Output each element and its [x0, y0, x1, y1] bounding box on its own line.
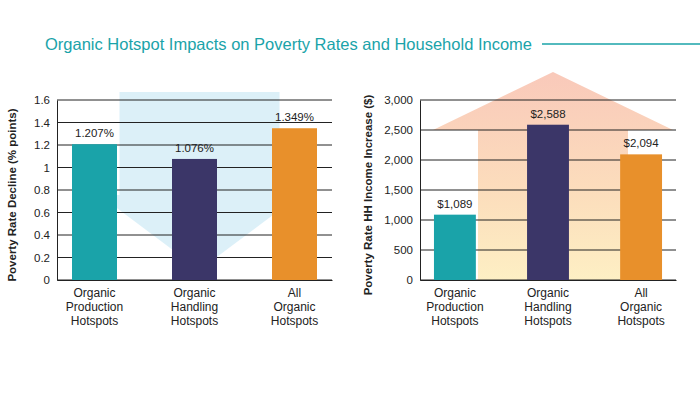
data-labels: 1.207% 1.076% 1.349%: [75, 111, 314, 154]
x-tick-label-line: Organic: [173, 286, 215, 300]
grid: [420, 100, 676, 280]
y-tick-label: 0.4: [34, 229, 51, 241]
y-tick: 1.6: [34, 94, 57, 106]
x-tick-label: OrganicHandlingHotspots: [524, 286, 571, 328]
data-label: 1.349%: [275, 111, 314, 123]
x-tick-label-line: Hotspots: [617, 314, 664, 328]
x-tick: OrganicProductionHotspots: [66, 280, 123, 328]
x-tick-label-line: Production: [426, 300, 483, 314]
y-tick: 0.4: [34, 229, 57, 241]
bar: [272, 128, 317, 280]
x-tick-label: OrganicProductionHotspots: [66, 286, 123, 328]
x-tick-label-line: Hotspots: [171, 314, 218, 328]
x-tick-label-line: Hotspots: [271, 314, 318, 328]
y-tick-label: 1,500: [384, 184, 413, 196]
x-tick-label-line: All: [288, 286, 301, 300]
y-tick-label: 500: [394, 244, 413, 256]
y-tick-label: 0.8: [34, 184, 50, 196]
x-tick-label-line: Organic: [273, 300, 315, 314]
x-tick-label-line: Handling: [524, 300, 571, 314]
y-tick-label: 1.4: [34, 117, 51, 129]
y-tick: 1,500: [384, 184, 420, 196]
x-tick-label-line: Organic: [527, 286, 569, 300]
x-tick-label-line: Hotspots: [431, 314, 478, 328]
bar: [620, 154, 662, 280]
bar: [172, 159, 217, 280]
y-tick: 2,500: [384, 124, 420, 136]
x-axis: OrganicProductionHotspotsOrganicHandling…: [58, 280, 333, 328]
x-tick-label-line: Hotspots: [71, 314, 118, 328]
x-tick-label-line: Organic: [434, 286, 476, 300]
x-tick-label: OrganicHandlingHotspots: [171, 286, 218, 328]
x-tick: OrganicHandlingHotspots: [524, 280, 571, 328]
data-label: 1.076%: [175, 142, 214, 154]
chart-0: 00.20.40.60.811.21.41.6OrganicProduction…: [6, 92, 333, 328]
y-tick-label: 3,000: [384, 94, 413, 106]
grid: [57, 100, 332, 280]
bar: [527, 125, 569, 280]
y-tick-label: 1,000: [384, 214, 413, 226]
x-tick-label: AllOrganicHotspots: [271, 286, 318, 328]
data-label: $2,094: [623, 137, 659, 149]
y-tick: 3,000: [384, 94, 420, 106]
y-tick-label: 1.2: [34, 139, 50, 151]
bar: [72, 144, 117, 280]
y-tick-label: 2,500: [384, 124, 413, 136]
x-tick-label-line: Hotspots: [524, 314, 571, 328]
title-rule: [542, 43, 700, 45]
y-tick-label: 1: [44, 162, 50, 174]
x-axis-line: [421, 280, 677, 281]
bars: [434, 125, 662, 280]
y-tick: 0: [44, 274, 57, 286]
title: Organic Hotspot Impacts on Poverty Rates…: [45, 35, 532, 53]
y-axis: 0 0.2 0.4 0.6 0.8 1 1.2 1.4 1.6: [34, 94, 58, 286]
x-tick-label-line: Organic: [620, 300, 662, 314]
data-label: 1.207%: [75, 127, 114, 139]
y-tick-label: 1.6: [34, 94, 50, 106]
x-tick-label-line: All: [634, 286, 647, 300]
y-tick: 1,000: [384, 214, 420, 226]
y-tick: 1: [44, 162, 57, 174]
x-tick-label-line: Production: [66, 300, 123, 314]
y-tick: 0.2: [34, 252, 57, 264]
y-tick: 0.6: [34, 207, 57, 219]
data-label: $1,089: [437, 198, 472, 210]
y-tick-label: 0: [44, 274, 50, 286]
x-axis-line: [58, 280, 333, 281]
y-tick-label: 0: [407, 274, 413, 286]
x-tick-label-line: Handling: [171, 300, 218, 314]
data-labels: $1,089 $2,588 $2,094: [437, 108, 659, 210]
chart-1: 05001,0001,5002,0002,5003,000OrganicProd…: [362, 72, 677, 328]
y-axis-line: [420, 101, 421, 281]
y-axis-title: Poverty Rate HH Income Increase ($): [362, 94, 374, 295]
y-axis-title: Poverty Rate Decline (% points): [6, 108, 18, 281]
data-label: $2,588: [530, 108, 565, 120]
x-tick-label: AllOrganicHotspots: [617, 286, 664, 328]
y-tick: 2,000: [384, 154, 420, 166]
x-tick-label: OrganicProductionHotspots: [426, 286, 483, 328]
bar: [434, 215, 476, 280]
grid-line: [57, 100, 332, 101]
bars: [72, 128, 317, 280]
y-tick: 500: [394, 244, 420, 256]
y-tick: 0: [407, 274, 420, 286]
decoration-arrow: [433, 72, 673, 280]
y-axis-line: [57, 101, 58, 281]
y-tick: 1.4: [34, 117, 57, 129]
y-axis: 0 500 1,000 1,500 2,000 2,500 3,000: [384, 94, 420, 286]
y-tick: 0.8: [34, 184, 57, 196]
chart-root: Organic Hotspot Impacts on Poverty Rates…: [0, 0, 700, 394]
y-tick-label: 0.6: [34, 207, 50, 219]
y-tick-label: 2,000: [384, 154, 413, 166]
x-tick: AllOrganicHotspots: [271, 280, 318, 328]
x-tick: OrganicProductionHotspots: [426, 280, 483, 328]
x-tick: OrganicHandlingHotspots: [171, 280, 218, 328]
y-tick-label: 0.2: [34, 252, 50, 264]
y-tick: 1.2: [34, 139, 57, 151]
x-tick-label-line: Organic: [73, 286, 115, 300]
grid-line: [420, 100, 676, 101]
chart-svg: Organic Hotspot Impacts on Poverty Rates…: [0, 0, 700, 394]
x-tick: AllOrganicHotspots: [617, 280, 664, 328]
x-axis: OrganicProductionHotspotsOrganicHandling…: [421, 280, 677, 328]
